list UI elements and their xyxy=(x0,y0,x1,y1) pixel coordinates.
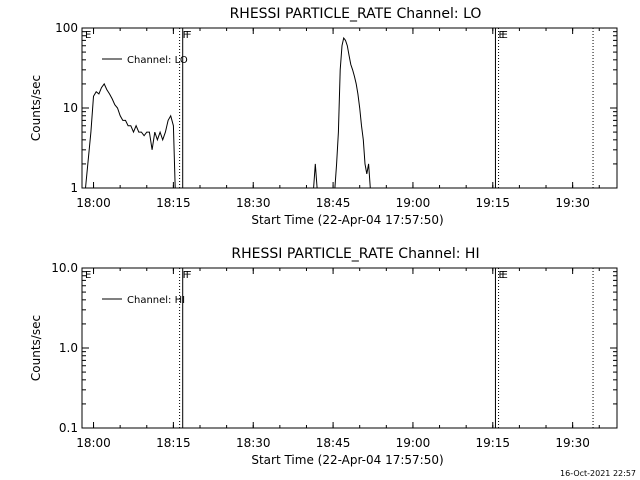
plot-frame xyxy=(81,27,618,189)
series-line xyxy=(85,82,176,188)
event-marker-label: E xyxy=(85,30,91,41)
y-axis-label: Counts/sec xyxy=(29,75,43,141)
y-tick-label: 10 xyxy=(63,101,78,115)
footer-timestamp: 16-Oct-2021 22:57 xyxy=(560,469,636,478)
event-marker-label: E xyxy=(85,270,91,281)
event-marker-label: E xyxy=(502,270,508,281)
x-tick-label: 18:00 xyxy=(76,196,111,210)
event-marker-label: E xyxy=(498,270,504,281)
event-marker-label: E xyxy=(502,30,508,41)
x-tick-label: 18:45 xyxy=(316,436,351,450)
y-tick-label: 10.0 xyxy=(51,261,78,275)
y-tick-label: 100 xyxy=(55,21,78,35)
y-tick-label: 0.1 xyxy=(59,421,78,435)
event-marker-label: F xyxy=(183,270,189,281)
x-tick-label: 19:30 xyxy=(555,196,590,210)
chart-title: RHESSI PARTICLE_RATE Channel: HI xyxy=(231,246,479,262)
x-axis-label: Start Time (22-Apr-04 17:57:50) xyxy=(251,453,443,467)
event-marker-label: F xyxy=(183,30,189,41)
x-tick-label: 18:30 xyxy=(236,196,271,210)
x-tick-label: 19:00 xyxy=(396,436,431,450)
x-tick-label: 19:00 xyxy=(396,196,431,210)
x-tick-label: 18:45 xyxy=(316,196,351,210)
x-tick-label: 19:15 xyxy=(475,196,510,210)
event-marker-label: E xyxy=(498,30,504,41)
legend-label: Channel: HI xyxy=(127,295,185,306)
x-tick-label: 18:15 xyxy=(156,436,191,450)
hi-channel-panel: RHESSI PARTICLE_RATE Channel: HI 18:00 18:… xyxy=(29,246,618,467)
x-tick-label: 19:15 xyxy=(475,436,510,450)
series-line xyxy=(313,36,371,188)
x-tick-label: 18:30 xyxy=(236,436,271,450)
x-axis-label: Start Time (22-Apr-04 17:57:50) xyxy=(251,213,443,227)
y-tick-label: 1.0 xyxy=(59,341,78,355)
event-marker-label: F xyxy=(186,270,192,281)
plot-frame xyxy=(81,267,618,429)
event-marker-label: F xyxy=(186,30,192,41)
legend-label: Channel: LO xyxy=(127,55,188,66)
chart-title: RHESSI PARTICLE_RATE Channel: LO xyxy=(230,6,482,22)
x-tick-label: 19:30 xyxy=(555,436,590,450)
y-tick-label: 1 xyxy=(70,181,78,195)
x-tick-label: 18:15 xyxy=(156,196,191,210)
lo-channel-panel: RHESSI PARTICLE_RATE Channel: LO 18:00 18:… xyxy=(29,6,618,227)
x-tick-label: 18:00 xyxy=(76,436,111,450)
y-axis-label: Counts/sec xyxy=(29,315,43,381)
